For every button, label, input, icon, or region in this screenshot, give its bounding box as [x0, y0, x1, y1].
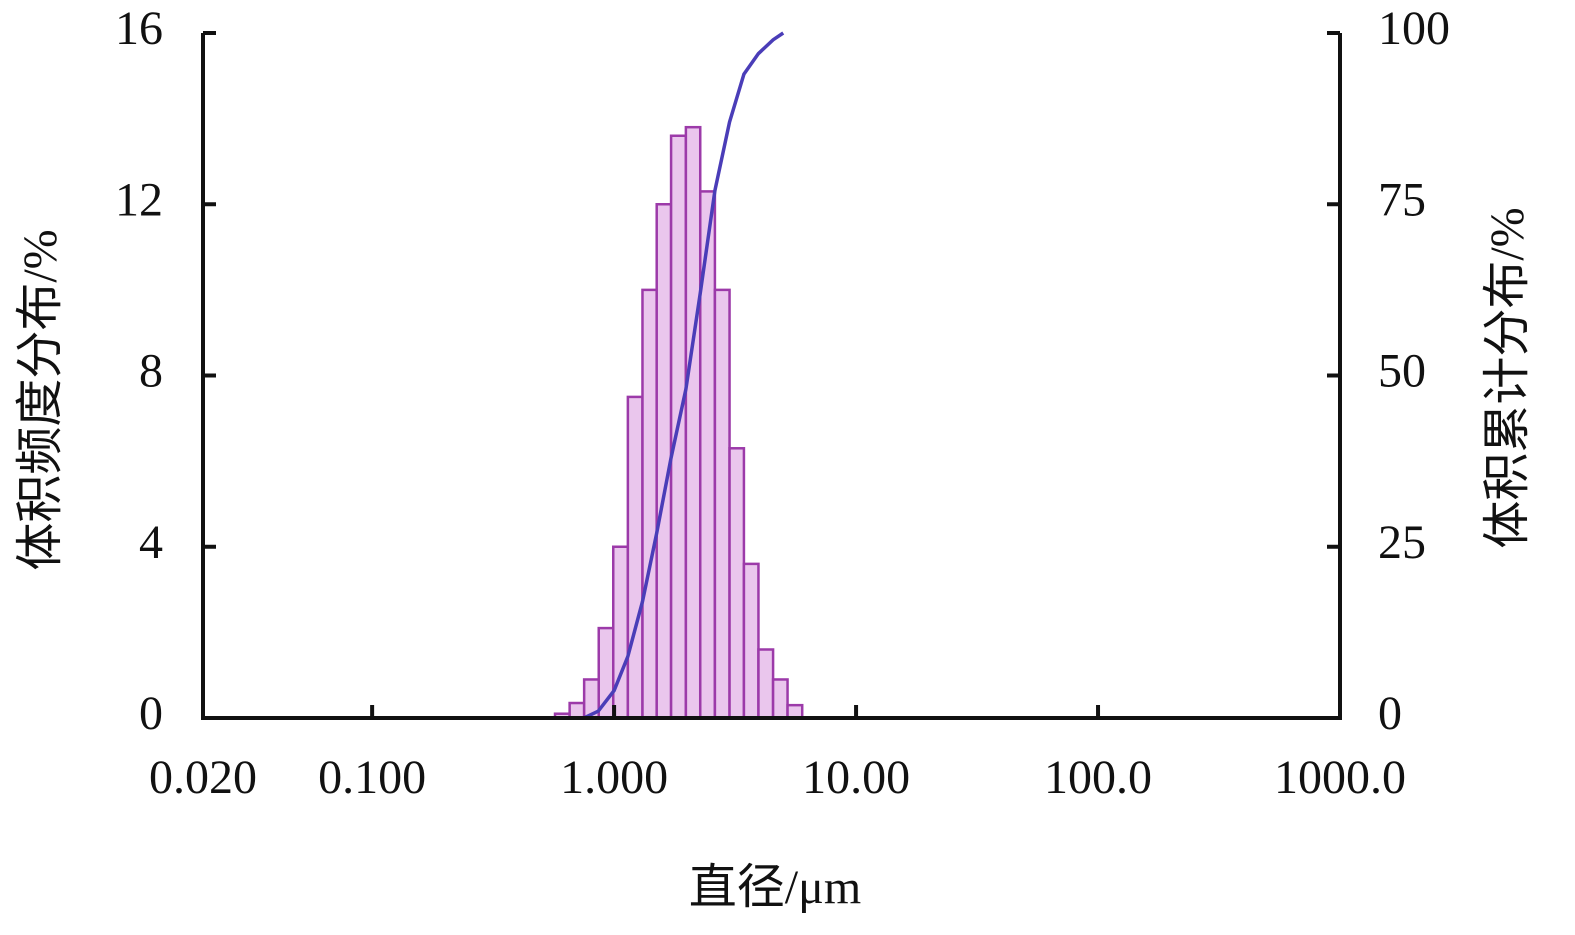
y2-tick-label: 100: [1378, 2, 1450, 55]
bar: [612, 545, 630, 720]
x-tick-label: 0.100: [318, 751, 426, 804]
x-tick-label: 0.020: [149, 751, 257, 804]
bar: [771, 678, 789, 720]
y2-tick-label: 0: [1378, 687, 1402, 740]
y-tick-label: 4: [139, 516, 163, 569]
bar: [742, 562, 760, 720]
bar: [713, 288, 731, 720]
bar: [728, 447, 746, 720]
bar: [568, 701, 586, 720]
y-tick-label: 8: [139, 345, 163, 398]
y-tick-label: 12: [115, 173, 163, 226]
x-tick-label: 100.0: [1044, 751, 1152, 804]
y2-tick-label: 25: [1378, 516, 1426, 569]
bar: [626, 395, 644, 720]
y2-tick-label: 75: [1378, 173, 1426, 226]
x-tick-label: 10.00: [802, 751, 910, 804]
bar: [641, 288, 658, 720]
cumulative-line: [583, 31, 785, 720]
x-tick-label: 1.000: [560, 751, 668, 804]
axes-frame: [201, 33, 1342, 720]
x-axis-label: 直径/μm: [689, 861, 861, 914]
bar: [757, 648, 775, 720]
y-axis-label: 体积频度分布/%: [14, 229, 67, 570]
y-tick-label: 0: [139, 687, 163, 740]
bar: [684, 125, 702, 720]
y2-axis-label: 体积累计分布/%: [1481, 207, 1534, 548]
x-tick-label: 1000.0: [1274, 751, 1406, 804]
y-tick-label: 16: [115, 2, 163, 55]
y2-tick-label: 50: [1378, 345, 1426, 398]
bar: [597, 626, 615, 720]
